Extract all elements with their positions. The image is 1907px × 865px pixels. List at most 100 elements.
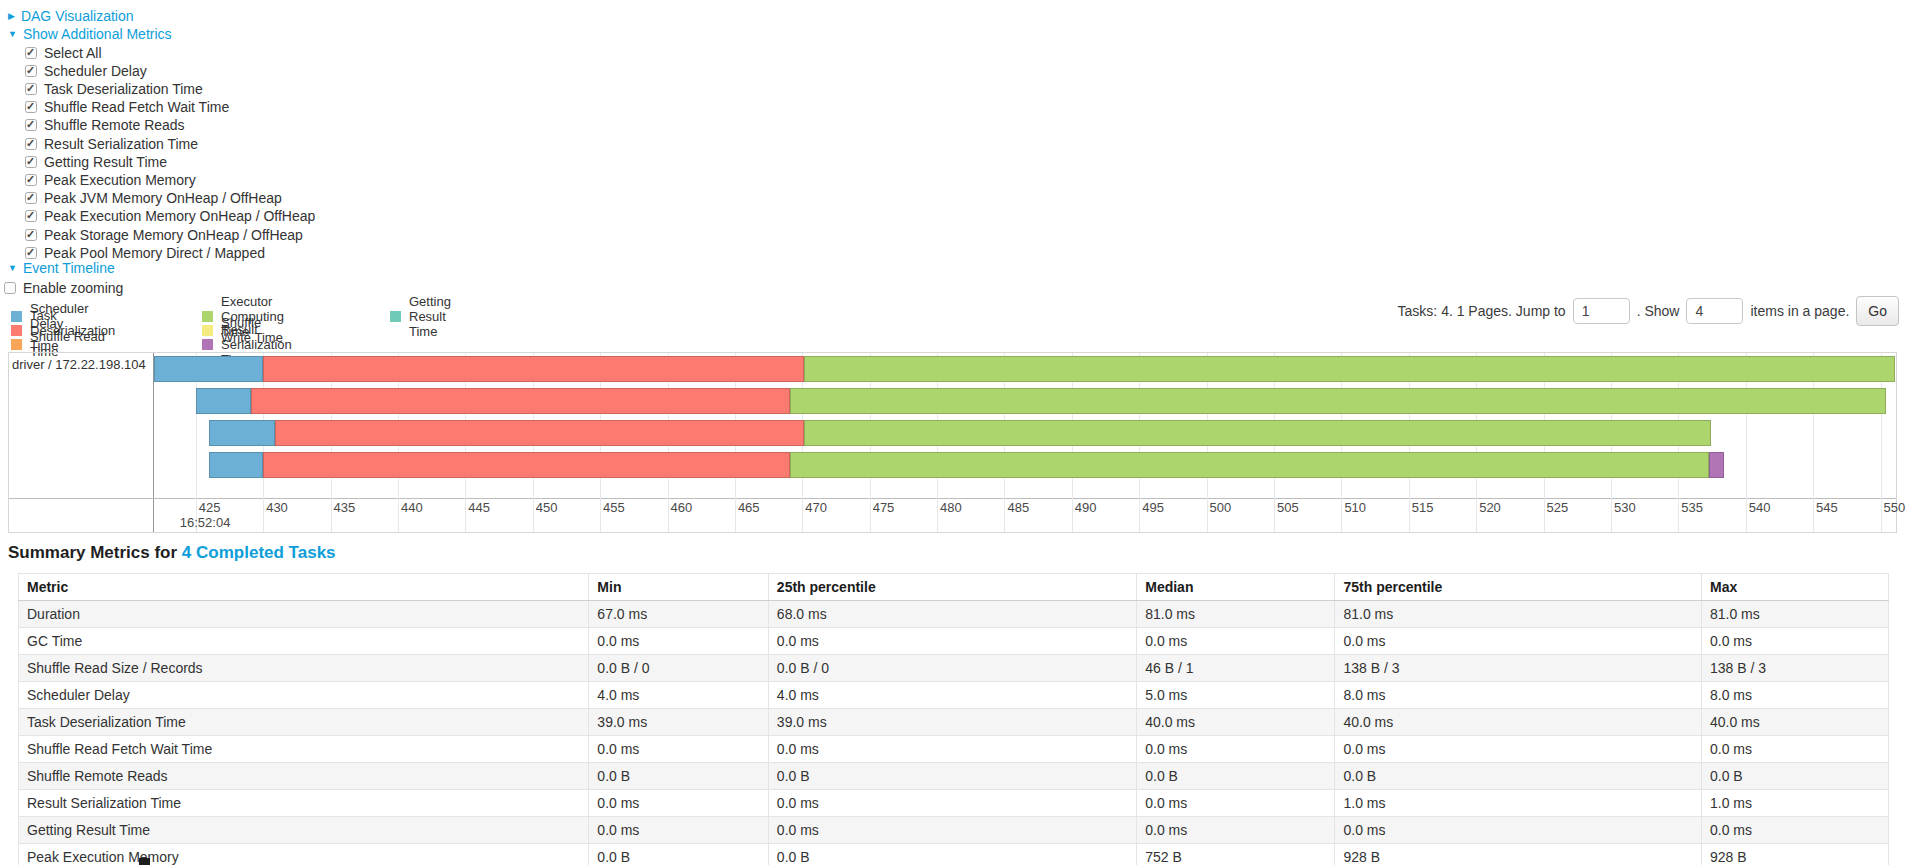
clipped-element-sliver [139,858,150,865]
checkbox-select-all[interactable] [25,47,37,59]
metric-value-cell: 0.0 ms [1335,736,1702,763]
timeline-bar-task-3-executor_computing[interactable] [790,452,1709,478]
legend-item-getting-result-time: Getting Result Time [390,309,451,323]
checkbox-scheduler-delay[interactable] [25,65,37,77]
metric-name-cell: Scheduler Delay [19,682,589,709]
metric-row-result-serialization-time: Result Serialization Time [25,135,198,152]
checkbox-label: Shuffle Read Fetch Wait Time [44,99,229,115]
dag-visualization-toggle[interactable]: ▶ DAG Visualization [8,8,134,24]
table-row-scheduler-delay: Scheduler Delay4.0 ms4.0 ms5.0 ms8.0 ms8… [19,682,1889,709]
metric-row-shuffle-read-fetch-wait-time: Shuffle Read Fetch Wait Time [25,99,229,116]
timeline-bar-task-2-executor_computing[interactable] [804,420,1711,446]
axis-tick-label: 500 [1210,500,1232,515]
axis-tick-label: 515 [1412,500,1434,515]
metric-row-select-all: Select All [25,44,102,61]
event-timeline-toggle[interactable]: ▼ Event Timeline [8,260,115,276]
legend-column: Getting Result Time [390,309,451,323]
axis-tick-label: 485 [1007,500,1029,515]
metric-row-task-deserialization-time: Task Deserialization Time [25,80,203,97]
column-header-min: Min [589,574,769,601]
timeline-bar-task-1-task_deserialization[interactable] [251,388,790,414]
axis-tick-label: 495 [1142,500,1164,515]
axis-tick-label: 550 [1884,500,1906,515]
metric-value-cell: 8.0 ms [1701,682,1888,709]
enable-zooming-checkbox[interactable] [4,282,16,294]
timeline-bar-task-3-result_serialization[interactable] [1709,452,1724,478]
axis-tick-label: 490 [1075,500,1097,515]
metric-value-cell: 8.0 ms [1335,682,1702,709]
table-row-result-serialization-time: Result Serialization Time0.0 ms0.0 ms0.0… [19,790,1889,817]
legend-item-shuffle-read-time: Shuffle Read Time [11,337,115,351]
summary-title-prefix: Summary Metrics for [8,543,177,562]
executor-group-label: driver / 172.22.198.104 [12,357,146,372]
metric-value-cell: 0.0 ms [1701,628,1888,655]
column-header-75th-percentile: 75th percentile [1335,574,1702,601]
column-header-metric: Metric [19,574,589,601]
executor-computing-time-swatch-icon [202,311,213,322]
expanded-arrow-icon: ▼ [8,30,17,39]
checkbox-shuffle-remote-reads[interactable] [25,119,37,131]
enable-zooming-label: Enable zooming [23,280,123,296]
metric-value-cell: 5.0 ms [1137,682,1335,709]
metric-value-cell: 0.0 ms [768,736,1136,763]
checkbox-peak-jvm-memory-onheap-offheap[interactable] [25,192,37,204]
checkbox-peak-storage-memory-onheap-offheap[interactable] [25,229,37,241]
axis-tick-label: 470 [805,500,827,515]
table-row-shuffle-read-size-records: Shuffle Read Size / Records0.0 B / 00.0 … [19,655,1889,682]
metric-value-cell: 0.0 ms [589,628,769,655]
table-row-shuffle-remote-reads: Shuffle Remote Reads0.0 B0.0 B0.0 B0.0 B… [19,763,1889,790]
metric-name-cell: Shuffle Read Fetch Wait Time [19,736,589,763]
checkbox-label: Getting Result Time [44,154,167,170]
items-per-page-input[interactable] [1686,298,1743,324]
axis-tick-label: 445 [468,500,490,515]
checkbox-label: Peak Execution Memory OnHeap / OffHeap [44,208,315,224]
timeline-bar-task-1-scheduler_delay[interactable] [196,388,251,414]
timeline-bar-task-2-task_deserialization[interactable] [275,420,803,446]
checkbox-task-deserialization-time[interactable] [25,83,37,95]
metric-value-cell: 81.0 ms [1137,601,1335,628]
metric-value-cell: 0.0 B / 0 [589,655,769,682]
axis-tick-label: 525 [1547,500,1569,515]
metric-value-cell: 0.0 ms [589,736,769,763]
table-row-peak-execution-memory: Peak Execution Memory0.0 B0.0 B752 B928 … [19,844,1889,865]
timeline-bar-task-1-executor_computing[interactable] [790,388,1886,414]
metric-name-cell: Duration [19,601,589,628]
metric-value-cell: 0.0 ms [1137,736,1335,763]
timeline-bar-task-0-scheduler_delay[interactable] [154,356,263,382]
axis-tick-label: 505 [1277,500,1299,515]
metric-value-cell: 928 B [1335,844,1702,865]
timeline-bar-task-0-task_deserialization[interactable] [263,356,803,382]
go-button[interactable]: Go [1856,296,1899,326]
checkbox-peak-pool-memory-direct-mapped[interactable] [25,247,37,259]
metric-row-peak-execution-memory: Peak Execution Memory [25,171,196,188]
checkbox-getting-result-time[interactable] [25,156,37,168]
checkbox-shuffle-read-fetch-wait-time[interactable] [25,101,37,113]
dag-visualization-link[interactable]: DAG Visualization [21,8,134,24]
checkbox-peak-execution-memory[interactable] [25,174,37,186]
jump-to-page-input[interactable] [1573,298,1630,324]
legend-label: Getting Result Time [409,294,451,339]
event-timeline-link[interactable]: Event Timeline [23,260,115,276]
checkbox-peak-execution-memory-onheap-offheap[interactable] [25,210,37,222]
summary-metrics-table: MetricMin25th percentileMedian75th perce… [18,573,1889,865]
summary-metrics-table-wrap: MetricMin25th percentileMedian75th perce… [18,573,1889,865]
timeline-bar-task-3-task_deserialization[interactable] [263,452,790,478]
checkbox-result-serialization-time[interactable] [25,138,37,150]
show-additional-metrics-link[interactable]: Show Additional Metrics [23,26,172,42]
timeline-bar-task-3-scheduler_delay[interactable] [209,452,263,478]
getting-result-time-swatch-icon [390,311,401,322]
metric-name-cell: Shuffle Read Size / Records [19,655,589,682]
checkbox-label: Peak JVM Memory OnHeap / OffHeap [44,190,282,206]
timeline-bar-task-2-scheduler_delay[interactable] [209,420,275,446]
metric-value-cell: 4.0 ms [768,682,1136,709]
table-row-task-deserialization-time: Task Deserialization Time39.0 ms39.0 ms4… [19,709,1889,736]
items-in-page-text: items in a page. [1750,303,1849,319]
axis-tick-label: 430 [266,500,288,515]
metric-value-cell: 0.0 B [589,844,769,865]
axis-tick-label: 510 [1344,500,1366,515]
show-additional-metrics-toggle[interactable]: ▼ Show Additional Metrics [8,26,172,42]
timeline-bar-task-0-executor_computing[interactable] [804,356,1896,382]
completed-tasks-link[interactable]: 4 Completed Tasks [182,543,336,562]
metric-name-cell: Shuffle Remote Reads [19,763,589,790]
axis-time-label: 16:52:04 [180,515,231,530]
